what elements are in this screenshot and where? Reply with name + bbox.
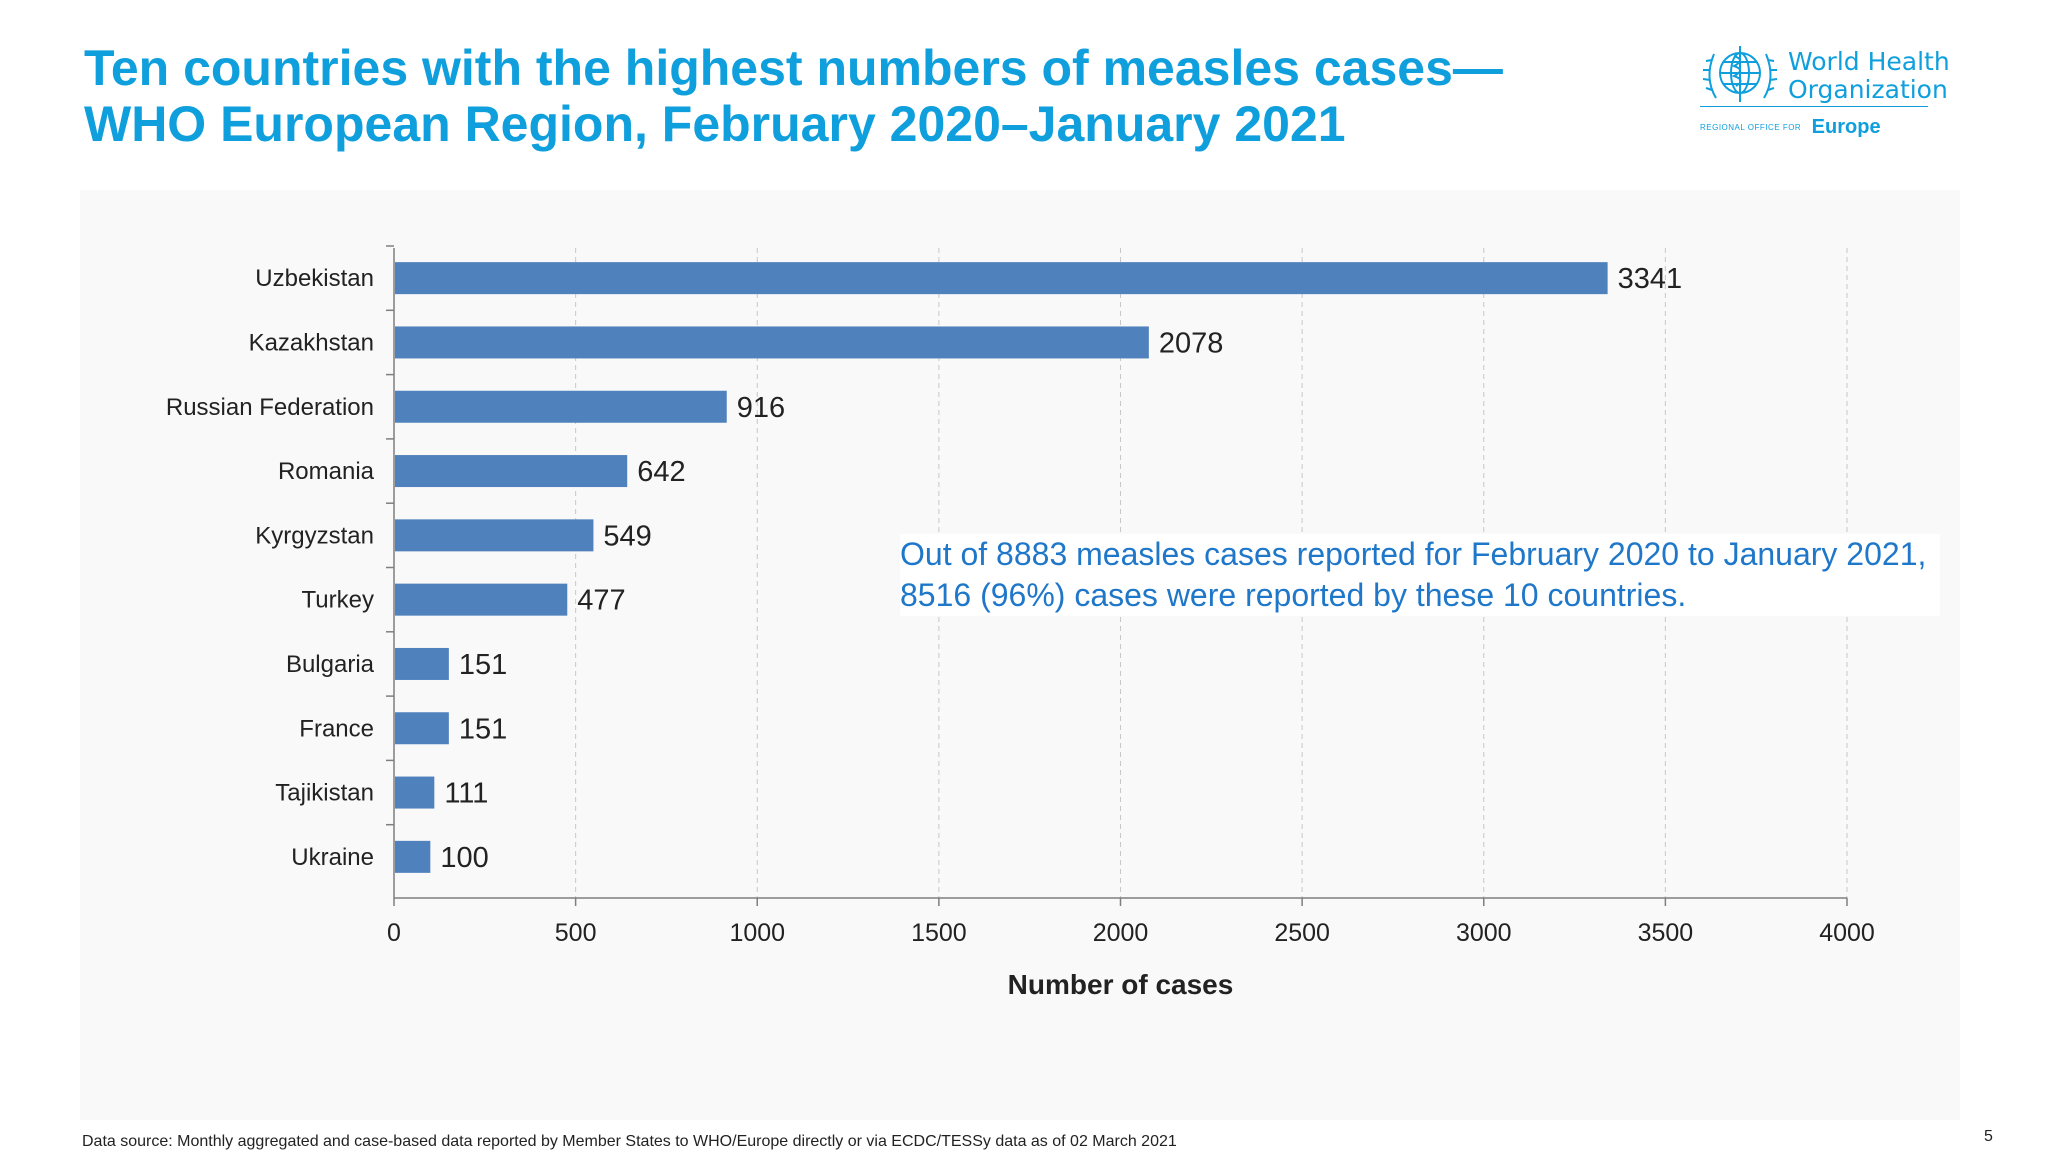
logo-region-name: Europe <box>1811 116 1881 138</box>
bar <box>395 390 727 423</box>
category-label: Tajikistan <box>275 780 374 807</box>
bar <box>395 583 568 616</box>
bar <box>395 262 1608 295</box>
x-tick-label: 2000 <box>1093 919 1149 947</box>
bar <box>395 326 1149 359</box>
logo-regional-office: REGIONAL OFFICE FOR <box>1700 123 1802 132</box>
x-tick-label: 3500 <box>1638 919 1694 947</box>
data-label: 642 <box>637 456 685 488</box>
category-label: Bulgaria <box>286 651 375 678</box>
data-label: 916 <box>737 392 785 424</box>
bar <box>395 519 594 552</box>
x-tick-label: 1000 <box>729 919 785 947</box>
bar <box>395 840 431 873</box>
category-label: Turkey <box>302 587 374 614</box>
x-tick-label: 1500 <box>911 919 967 947</box>
x-tick-label: 500 <box>555 919 597 947</box>
category-label: Uzbekistan <box>255 265 374 292</box>
slide-title-line-1: Ten countries with the highest numbers o… <box>84 40 1503 96</box>
category-label: Kyrgyzstan <box>255 522 374 549</box>
category-label: Russian Federation <box>166 394 374 421</box>
logo-line-2: Organization <box>1788 75 1948 104</box>
slide-title: Ten countries with the highest numbers o… <box>84 40 1644 152</box>
data-label: 151 <box>459 649 507 681</box>
x-tick-label: 4000 <box>1819 919 1875 947</box>
who-logo: World Health Organization REGIONAL OFFIC… <box>1700 40 1950 150</box>
data-label: 151 <box>459 713 507 745</box>
bar <box>395 776 435 809</box>
x-axis-title: Number of cases <box>1008 969 1234 1000</box>
category-label: Romania <box>278 458 375 485</box>
logo-line-1: World Health <box>1788 47 1950 76</box>
x-tick-label: 0 <box>387 919 401 947</box>
slide-title-line-2: WHO European Region, February 2020–Janua… <box>84 96 1346 152</box>
data-label: 549 <box>603 520 651 552</box>
chart-panel: 0 500 1000 1500 2000 2500 3000 3500 4000 Uzbekist… <box>80 190 1960 1120</box>
page-number: 5 <box>1984 1128 1993 1145</box>
category-label: France <box>299 715 374 742</box>
category-label: Ukraine <box>291 844 374 871</box>
chart-annotation: Out of 8883 measles cases reported for F… <box>900 534 1940 616</box>
category-label: Kazakhstan <box>249 329 374 356</box>
data-label: 2078 <box>1159 327 1224 359</box>
bar <box>395 455 628 488</box>
who-emblem-icon <box>1702 46 1778 102</box>
logo-divider <box>1700 106 1928 107</box>
data-source-note: Data source: Monthly aggregated and case… <box>82 1133 1177 1150</box>
x-tick-label: 2500 <box>1274 919 1330 947</box>
logo-region: REGIONAL OFFICE FOR Europe <box>1700 116 1881 139</box>
data-label: 477 <box>577 585 625 617</box>
data-label: 100 <box>440 842 488 874</box>
bar <box>395 712 449 745</box>
x-tick-label: 3000 <box>1456 919 1512 947</box>
logo-org-name: World Health Organization <box>1788 48 1950 104</box>
bar-chart: 0 500 1000 1500 2000 2500 3000 3500 4000 Uzbekist… <box>166 245 1875 1000</box>
data-label: 3341 <box>1618 263 1683 295</box>
data-label: 111 <box>444 778 488 810</box>
bar <box>395 647 449 680</box>
